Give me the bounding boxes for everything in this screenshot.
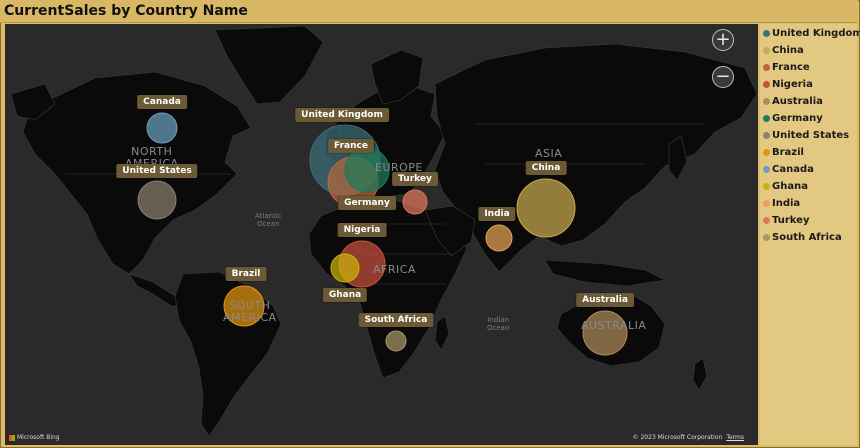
legend-label: United Kingdom bbox=[772, 28, 860, 39]
legend-label: Brazil bbox=[772, 147, 804, 158]
microsoft-logo-icon bbox=[9, 434, 15, 441]
visual-title: CurrentSales by Country Name bbox=[4, 3, 248, 19]
region-label-europe: EUROPE bbox=[375, 161, 423, 174]
landmass-indonesia bbox=[544, 259, 666, 287]
bubble-label: Brazil bbox=[225, 267, 267, 281]
legend-marker-icon bbox=[763, 30, 770, 37]
zoom-in-button[interactable]: + bbox=[712, 29, 734, 51]
legend-item[interactable]: United Kingdom bbox=[763, 25, 860, 42]
legend-item[interactable]: Australia bbox=[763, 93, 823, 110]
bubble-layer bbox=[137, 112, 628, 356]
copyright-text: © 2023 Microsoft Corporation bbox=[632, 434, 723, 441]
landmass-central-america bbox=[128, 273, 182, 307]
landmass-arabia bbox=[424, 205, 476, 257]
ocean-label-indian: Indian Ocean bbox=[487, 316, 510, 332]
region-label-asia: ASIA bbox=[535, 147, 563, 160]
bubble-label: India bbox=[478, 207, 516, 221]
legend-marker-icon bbox=[763, 149, 770, 156]
landmass-japan bbox=[668, 135, 688, 181]
map-bubble[interactable] bbox=[137, 180, 177, 220]
legend-marker-icon bbox=[763, 47, 770, 54]
bubble-label: Canada bbox=[137, 95, 187, 109]
ocean-label-atlantic: Atlantic Ocean bbox=[255, 212, 282, 228]
legend-item[interactable]: India bbox=[763, 195, 800, 212]
legend-label: Canada bbox=[772, 164, 814, 175]
terms-link[interactable]: Terms bbox=[726, 434, 744, 441]
legend-item[interactable]: Brazil bbox=[763, 144, 804, 161]
landmass-greenland bbox=[214, 25, 324, 105]
legend-item[interactable]: South Africa bbox=[763, 229, 842, 246]
bubble-label: South Africa bbox=[358, 313, 434, 327]
map-bubble[interactable] bbox=[582, 310, 628, 356]
map-bubble[interactable] bbox=[385, 330, 407, 352]
map-copyright: © 2023 Microsoft Corporation Terms bbox=[633, 434, 744, 441]
bubble-label: United Kingdom bbox=[295, 108, 389, 122]
legend-marker-icon bbox=[763, 217, 770, 224]
legend-item[interactable]: United States bbox=[763, 127, 849, 144]
legend-label: Turkey bbox=[772, 215, 810, 226]
zoom-out-button[interactable]: − bbox=[712, 66, 734, 88]
legend-label: South Africa bbox=[772, 232, 842, 243]
legend-marker-icon bbox=[763, 200, 770, 207]
legend-marker-icon bbox=[763, 98, 770, 105]
legend-label: India bbox=[772, 198, 801, 209]
legend-label: Nigeria bbox=[772, 79, 813, 90]
legend-label: Germany bbox=[772, 113, 823, 124]
map-bubble[interactable] bbox=[330, 253, 360, 283]
legend-label: France bbox=[772, 62, 810, 73]
legend-marker-icon bbox=[763, 183, 770, 190]
legend-marker-icon bbox=[763, 115, 770, 122]
bing-attribution: Microsoft Bing bbox=[9, 434, 60, 441]
legend-marker-icon bbox=[763, 234, 770, 241]
bubble-label: United States bbox=[116, 164, 198, 178]
bubble-label: Australia bbox=[576, 293, 634, 307]
legend-item[interactable]: Turkey bbox=[763, 212, 809, 229]
legend-marker-icon bbox=[763, 166, 770, 173]
landmass-madagascar bbox=[434, 315, 450, 351]
legend-item[interactable]: Ghana bbox=[763, 178, 808, 195]
landmass-alaska bbox=[10, 83, 56, 121]
legend-item[interactable]: Canada bbox=[763, 161, 814, 178]
bing-label: Microsoft Bing bbox=[17, 434, 60, 441]
region-label-south-america: SOUTH AMERICA bbox=[223, 299, 277, 324]
legend-label: United States bbox=[772, 130, 850, 141]
landmass-asia bbox=[434, 43, 758, 273]
landmass-scandinavia bbox=[370, 49, 424, 105]
legend-marker-icon bbox=[763, 132, 770, 139]
bubble-label: China bbox=[525, 161, 567, 175]
map-bubble[interactable] bbox=[223, 285, 265, 327]
bubble-label: Ghana bbox=[322, 288, 368, 302]
bubble-label: Turkey bbox=[392, 172, 438, 186]
legend-marker-icon bbox=[763, 64, 770, 71]
bubble-label: France bbox=[328, 139, 374, 153]
bubble-label: Germany bbox=[338, 196, 396, 210]
legend-item[interactable]: France bbox=[763, 59, 810, 76]
map-bubble[interactable] bbox=[485, 224, 513, 252]
title-bar bbox=[0, 0, 858, 23]
legend: United Kingdom China France Nigeria Australi… bbox=[760, 24, 860, 445]
legend-item[interactable]: China bbox=[763, 42, 804, 59]
map-bubble[interactable] bbox=[146, 112, 178, 144]
legend-label: Ghana bbox=[772, 181, 808, 192]
map-bubble[interactable] bbox=[402, 189, 428, 215]
legend-label: Australia bbox=[772, 96, 823, 107]
landmass-new-zealand bbox=[692, 357, 708, 391]
region-label-australia: AUSTRALIA bbox=[581, 319, 647, 332]
region-label-africa: AFRICA bbox=[373, 263, 416, 276]
map-bubble[interactable] bbox=[516, 178, 576, 238]
legend-marker-icon bbox=[763, 81, 770, 88]
legend-item[interactable]: Germany bbox=[763, 110, 823, 127]
legend-item[interactable]: Nigeria bbox=[763, 76, 813, 93]
legend-label: China bbox=[772, 45, 804, 56]
bubble-label: Nigeria bbox=[337, 223, 387, 237]
